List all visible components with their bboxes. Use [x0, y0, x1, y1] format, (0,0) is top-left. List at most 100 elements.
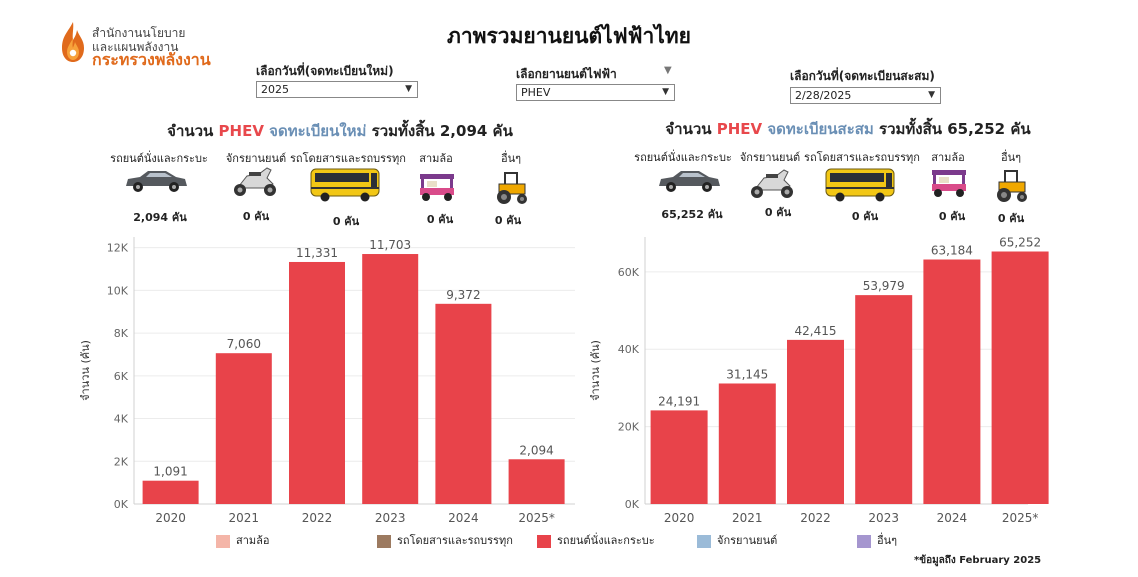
bar[interactable]: [215, 353, 272, 504]
x-tick-label: 2021: [732, 511, 763, 525]
bar[interactable]: [650, 410, 708, 504]
legend-item-motorcycle[interactable]: จักรยานยนต์: [697, 531, 777, 549]
left-title-kind: จดทะเบียนใหม่: [269, 122, 367, 140]
bus-icon: [310, 168, 380, 202]
y-tick-label: 8K: [114, 327, 129, 340]
x-tick-label: 2022: [302, 511, 333, 525]
x-tick-label: 2024: [448, 511, 479, 525]
left-vehicle-label-car: รถยนต์นั่งและกระบะ: [110, 152, 208, 165]
x-tick-label: 2023: [375, 511, 406, 525]
legend-item-bus-truck[interactable]: รถโดยสารและรถบรรทุก: [377, 531, 513, 549]
right-title-prefix: จำนวน: [665, 120, 717, 138]
bar[interactable]: [923, 259, 981, 504]
x-tick-label: 2020: [155, 511, 186, 525]
right-vehicle-label-other: อื่นๆ: [1000, 151, 1022, 164]
bus-icon: [825, 168, 895, 202]
bar[interactable]: [991, 251, 1049, 504]
bar[interactable]: [435, 303, 492, 504]
footnote: *ข้อมูลถึง February 2025: [914, 555, 1042, 566]
filter-menu-caret-icon[interactable]: ▼: [664, 65, 672, 76]
left-vehicle-count-car: 2,094 คัน: [133, 211, 187, 224]
cum-date-filter-label: เลือกวันที่(จดทะเบียนสะสม): [790, 69, 935, 83]
right-title-kind: จดทะเบียนสะสม: [767, 120, 874, 138]
right-title-suffix: รวมทั้งสิ้น 65,252 คัน: [873, 120, 1031, 138]
bar-value-label: 1,091: [153, 465, 187, 479]
bar[interactable]: [718, 383, 776, 504]
y-tick-label: 4K: [114, 413, 129, 426]
left-bar-chart: 0K 2K 4K 6K 8K 10K 12K จำนวน (คัน) 1,091 2020 7,06…: [79, 237, 575, 525]
bar-value-label: 2,094: [519, 443, 553, 457]
car-icon: [659, 171, 720, 192]
x-tick-label: 2022: [800, 511, 831, 525]
tractor-icon: [997, 170, 1027, 202]
y-tick-label: 12K: [107, 242, 129, 255]
bar-value-label: 7,060: [227, 337, 261, 351]
bar[interactable]: [362, 254, 419, 504]
motorcycle-icon: [751, 169, 793, 198]
x-tick-label: 2025*: [518, 511, 555, 525]
legend-label: จักรยานยนต์: [717, 534, 778, 547]
left-vehicle-label-other: อื่นๆ: [500, 152, 522, 165]
bar[interactable]: [508, 459, 565, 504]
new-reg-filter-label: เลือกวันที่(จดทะเบียนใหม่): [256, 64, 394, 78]
ev-type-filter-label: เลือกยานยนต์ไฟฟ้า: [516, 67, 617, 81]
x-tick-label: 2023: [868, 511, 899, 525]
right-vehicle-count-car: 65,252 คัน: [661, 208, 723, 221]
tuktuk-icon: [932, 170, 966, 197]
bar[interactable]: [142, 480, 199, 504]
legend-swatch: [697, 534, 711, 548]
legend-swatch: [216, 534, 230, 548]
x-tick-label: 2025*: [1002, 511, 1039, 525]
bar[interactable]: [289, 261, 345, 504]
bar-value-label: 63,184: [931, 244, 973, 258]
ev-type-value: PHEV: [521, 86, 551, 99]
legend-swatch: [377, 534, 391, 548]
y-tick-label: 2K: [114, 455, 129, 468]
legend-item-tuktuk[interactable]: สามล้อ: [216, 531, 270, 549]
left-vehicle-count-other: 0 คัน: [494, 214, 522, 227]
right-vehicle-count-tuktuk: 0 คัน: [938, 210, 966, 223]
cum-date-value: 2/28/2025: [795, 89, 852, 102]
tractor-icon: [497, 172, 527, 204]
legend-item-car-pickup[interactable]: รถยนต์นั่งและกระบะ: [537, 531, 655, 549]
y-tick-label: 20K: [618, 421, 640, 434]
right-vehicle-count-motorcycle: 0 คัน: [764, 206, 792, 219]
logo-text-line3: กระทรวงพลังงาน: [92, 50, 211, 69]
right-vehicle-label-motorcycle: จักรยานยนต์: [739, 151, 801, 164]
x-tick-label: 2020: [664, 511, 695, 525]
bar-value-label: 31,145: [726, 367, 768, 381]
left-title-prefix: จำนวน: [167, 122, 219, 140]
dropdown-arrow-icon: ▼: [662, 87, 669, 97]
left-vehicle-count-tuktuk: 0 คัน: [426, 213, 454, 226]
legend-item-other[interactable]: อื่นๆ: [857, 531, 897, 549]
dropdown-arrow-icon: ▼: [405, 84, 412, 94]
car-icon: [126, 171, 187, 192]
legend-label: รถยนต์นั่งและกระบะ: [557, 534, 655, 547]
y-tick-label: 0K: [625, 498, 640, 511]
legend-swatch: [537, 534, 551, 548]
legend-label: รถโดยสารและรถบรรทุก: [397, 534, 513, 547]
bar[interactable]: [855, 295, 913, 504]
y-axis-title: จำนวน (คัน): [79, 340, 92, 401]
bar-value-label: 9,372: [446, 288, 480, 302]
bar[interactable]: [787, 339, 844, 504]
tuktuk-icon: [420, 174, 454, 201]
right-bar-chart: 0K 20K 40K 60K จำนวน (คัน) 24,191 2020 31,145 20…: [589, 236, 1049, 525]
right-vehicle-count-bus: 0 คัน: [851, 210, 879, 223]
left-vehicle-label-bus: รถโดยสารและรถบรรทุก: [290, 152, 406, 165]
left-title-ev-type: PHEV: [218, 122, 264, 140]
cum-date-select[interactable]: 2/28/2025 ▼: [790, 87, 941, 104]
dropdown-arrow-icon: ▼: [928, 90, 935, 100]
left-section-title: จำนวน PHEV จดทะเบียนใหม่ รวมทั้งสิ้น 2,0…: [110, 119, 570, 143]
bar-value-label: 53,979: [863, 279, 905, 293]
right-vehicle-label-car: รถยนต์นั่งและกระบะ: [634, 151, 732, 164]
right-vehicle-label-bus: รถโดยสารและรถบรรทุก: [804, 151, 920, 164]
y-tick-label: 6K: [114, 370, 129, 383]
y-axis-title: จำนวน (คัน): [589, 340, 602, 401]
new-reg-year-select[interactable]: 2025 ▼: [256, 81, 418, 98]
page-title: ภาพรวมยานยนต์ไฟฟ้าไทย: [447, 24, 691, 48]
energy-flame-logo-icon: [62, 22, 84, 62]
left-vehicle-label-motorcycle: จักรยานยนต์: [225, 152, 287, 165]
ev-type-select[interactable]: PHEV ▼: [516, 84, 675, 101]
right-vehicle-label-tuktuk: สามล้อ: [931, 151, 965, 164]
